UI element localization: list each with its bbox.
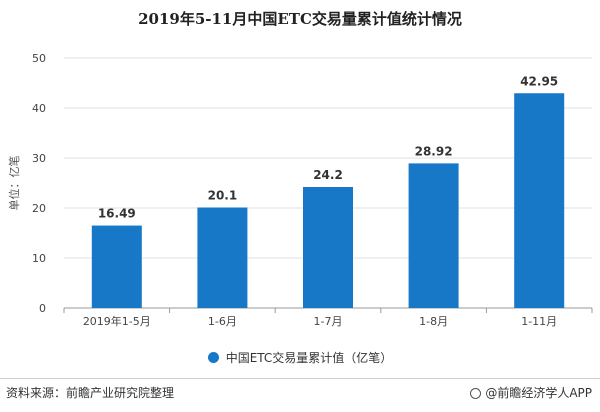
data-labels: 16.49 20.1 24.2 28.92 42.95 [98, 74, 558, 220]
footer-divider [0, 378, 600, 379]
bar [197, 207, 248, 308]
chart-title: 2019年5-11月中国ETC交易量累计值统计情况 [138, 10, 462, 28]
bar [408, 163, 459, 308]
data-label: 42.95 [520, 74, 558, 88]
brand-credit: @前瞻经济学人APP [470, 384, 592, 401]
data-label: 16.49 [98, 207, 136, 221]
circle-at-icon [470, 388, 482, 399]
bars [91, 93, 565, 308]
legend-marker [207, 352, 219, 363]
x-tick-label: 1-6月 [208, 315, 237, 328]
y-tick-label: 30 [32, 152, 46, 165]
legend: 中国ETC交易量累计值（亿笔） [0, 349, 600, 366]
bar [303, 187, 353, 308]
bar [91, 225, 142, 308]
x-tick-label: 2019年1-5月 [83, 314, 151, 328]
source-note: 资料来源：前瞻产业研究院整理 [6, 386, 175, 400]
y-tick-label: 50 [32, 52, 46, 65]
legend-label: 中国ETC交易量累计值（亿笔） [225, 351, 393, 365]
axes: 0 10 20 30 40 50 2019年1-5月 1-6月 1-7月 1-8月 1-11月 [32, 52, 593, 328]
data-label: 24.2 [313, 168, 343, 182]
y-tick-label: 20 [32, 202, 46, 215]
bar [514, 93, 565, 308]
brand-label: @前瞻经济学人APP [485, 386, 592, 400]
y-axis-label: 单位：亿笔 [7, 156, 21, 211]
y-tick-label: 10 [32, 252, 46, 265]
x-tick-label: 1-8月 [419, 315, 448, 328]
x-tick-label: 1-11月 [521, 315, 557, 328]
y-tick-label: 0 [39, 302, 46, 315]
data-label: 28.92 [415, 144, 453, 158]
y-tick-label: 40 [32, 102, 46, 115]
x-tick-label: 1-7月 [314, 315, 343, 328]
data-label: 20.1 [208, 189, 238, 203]
